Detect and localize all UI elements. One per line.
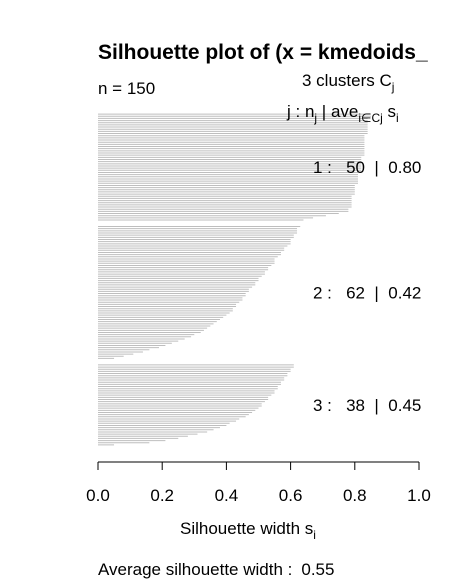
cluster-labels: 1 : 50 | 0.80 2 : 62 | 0.42 3 : 38 | 0.45	[313, 158, 421, 415]
x-tick-label: 0.4	[215, 486, 239, 505]
chart-title: Silhouette plot of (x = kmedoids_	[98, 41, 428, 64]
n-label: n = 150	[98, 79, 155, 98]
x-tick-label: 0.2	[150, 486, 174, 505]
x-tick-label: 0.0	[86, 486, 110, 505]
cluster-1-label: 1 : 50 | 0.80	[313, 158, 421, 177]
cluster-3-label: 3 : 38 | 0.45	[313, 396, 421, 415]
average-silhouette-width: Average silhouette width :0.55	[98, 560, 334, 579]
silhouette-bars	[98, 113, 371, 446]
x-tick-label: 0.8	[343, 486, 367, 505]
x-tick-label: 1.0	[407, 486, 431, 505]
cluster-2-label: 2 : 62 | 0.42	[313, 283, 421, 302]
clusters-columns-header: j : nj | avei∈Cj si	[286, 102, 399, 125]
x-axis-label: Silhouette width si	[180, 519, 316, 542]
x-tick-label: 0.6	[279, 486, 303, 505]
clusters-count-header: 3 clusters Cj	[302, 71, 394, 94]
x-axis: 0.0 0.2 0.4 0.6 0.8 1.0	[86, 461, 431, 505]
